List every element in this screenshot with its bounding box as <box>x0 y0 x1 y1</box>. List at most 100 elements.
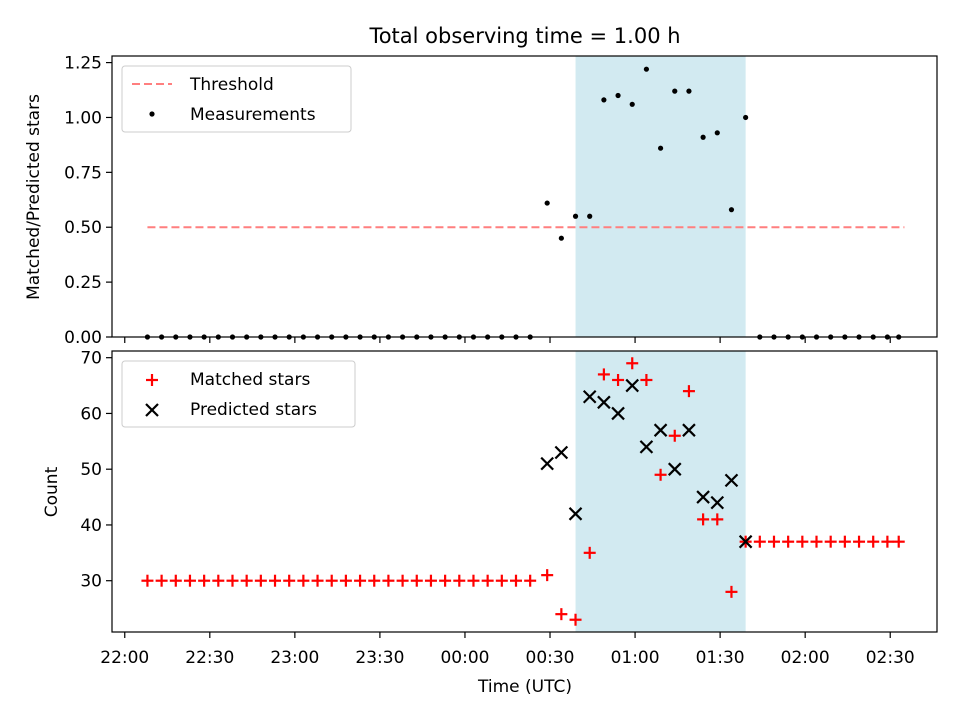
matched-star-point <box>640 373 653 386</box>
matched-star-point <box>509 574 522 587</box>
matched-star-point <box>155 574 168 587</box>
count-panel-frame <box>111 350 938 633</box>
measurement-point <box>601 97 607 103</box>
matched-star-point <box>481 574 494 587</box>
matched-star-point <box>838 535 851 548</box>
measurement-point <box>714 130 720 136</box>
y-tick-label: 1.00 <box>64 108 102 128</box>
predicted-star-point <box>710 495 725 510</box>
y-tick-label: 40 <box>80 516 102 536</box>
matched-star-point <box>183 574 196 587</box>
y-tick-label: 30 <box>80 572 102 592</box>
observing-window-band <box>575 56 746 337</box>
matched-star-point <box>198 574 211 587</box>
predicted-star-point <box>724 473 739 488</box>
y-tick-label: 0.25 <box>64 273 102 293</box>
legend-matched-label: Matched stars <box>190 370 310 390</box>
matched-star-point <box>311 574 324 587</box>
matched-star-point <box>269 574 282 587</box>
measurement-point <box>672 88 678 94</box>
legend-predicted-label: Predicted stars <box>190 400 317 420</box>
chart-title: Total observing time = 1.00 h <box>368 24 680 48</box>
predicted-star-point <box>597 395 611 410</box>
matched-star-point <box>524 574 537 587</box>
matched-star-point <box>368 574 381 587</box>
y-tick-label: 0.50 <box>64 218 102 238</box>
measurement-point <box>700 134 706 140</box>
matched-star-point <box>212 574 225 587</box>
measurement-point <box>615 92 621 99</box>
matched-star-point <box>354 574 367 587</box>
matched-star-point <box>796 535 809 548</box>
predicted-star-point <box>540 456 554 471</box>
matched-star-point <box>767 535 780 548</box>
matched-star-point <box>782 535 795 548</box>
matched-star-point <box>612 373 625 386</box>
predicted-star-point <box>653 423 668 437</box>
matched-star-point <box>654 468 667 481</box>
matched-star-point <box>725 585 738 598</box>
predicted-star-point <box>738 534 753 549</box>
measurement-point <box>657 145 664 151</box>
ratio-panel: 0.00 0.25 0.50 0.75 1.00 1.25 Matched/Predict… <box>24 54 938 348</box>
y-tick-label: 1.25 <box>64 54 102 74</box>
measurement-point <box>743 114 749 121</box>
matched-star-point <box>555 608 568 621</box>
matched-star-point <box>583 546 596 559</box>
measurement-point <box>558 235 564 241</box>
x-tick-label: 22:00 <box>100 648 149 668</box>
predicted-star-point <box>667 462 682 476</box>
measurement-point <box>587 213 593 219</box>
ratio-legend: Threshold Measurements <box>121 65 352 133</box>
legend-box <box>121 65 352 133</box>
matched-star-point <box>467 574 480 587</box>
predicted-star-point <box>568 507 583 521</box>
x-tick-label: 01:00 <box>611 648 660 668</box>
predicted-star-point <box>582 389 597 404</box>
legend-measurements-label: Measurements <box>190 105 316 125</box>
matched-star-point <box>668 429 681 442</box>
matched-star-point <box>283 574 296 587</box>
matched-star-point <box>867 535 880 548</box>
matched-star-point <box>424 574 437 587</box>
matched-star-point <box>711 513 724 526</box>
matched-star-point <box>824 535 837 548</box>
matched-star-point <box>141 574 154 587</box>
x-tick-label: 00:30 <box>526 648 575 668</box>
predicted-star-point <box>554 445 569 460</box>
matched-star-point <box>240 574 253 587</box>
predicted-star-point <box>611 406 625 421</box>
x-tick-label: 23:00 <box>270 648 319 668</box>
measurement-point <box>643 66 650 72</box>
matched-star-point <box>396 574 409 587</box>
matched-star-point <box>697 513 710 526</box>
legend-threshold-label: Threshold <box>189 75 274 95</box>
matched-star-point <box>881 535 894 548</box>
matched-star-point <box>382 574 395 587</box>
matched-star-point <box>810 535 823 548</box>
matched-star-point <box>325 574 338 587</box>
matched-star-point <box>254 574 267 587</box>
measurement-point <box>686 88 692 94</box>
x-tick-label: 02:30 <box>866 648 915 668</box>
y-tick-label: 60 <box>80 404 102 424</box>
matched-star-point <box>453 574 466 587</box>
y-tick-label: 70 <box>80 349 102 369</box>
matched-star-point <box>495 574 508 587</box>
legend-matched-swatch <box>146 374 158 386</box>
measurement-point <box>572 213 579 219</box>
matched-star-point <box>853 535 866 548</box>
x-tick-label: 01:30 <box>696 648 745 668</box>
predicted-star-point <box>625 378 640 393</box>
matched-star-point <box>541 569 554 582</box>
measurement-point <box>728 207 735 213</box>
predicted-star-point <box>682 423 696 437</box>
matched-star-point <box>753 535 766 548</box>
x-tick-label: 00:00 <box>440 648 489 668</box>
matched-star-point <box>892 535 905 548</box>
matched-star-point <box>626 357 639 370</box>
y-tick-label: 0.75 <box>64 163 102 183</box>
matched-star-point <box>682 385 695 398</box>
matched-star-point <box>569 613 582 626</box>
